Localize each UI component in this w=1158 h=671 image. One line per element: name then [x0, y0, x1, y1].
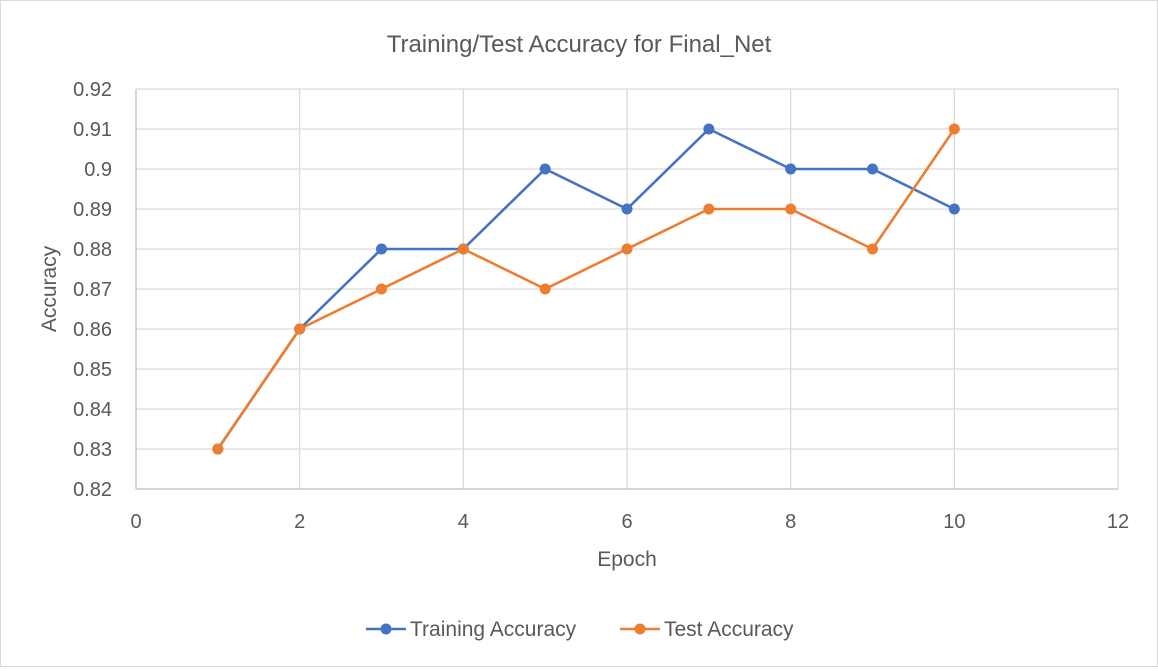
- data-point: [376, 243, 387, 255]
- legend-item: Test Accuracy: [620, 618, 794, 641]
- data-point: [294, 323, 306, 335]
- series-line: [216, 127, 956, 451]
- data-point: [212, 443, 224, 455]
- data-point: [948, 203, 960, 215]
- y-tick-label: 0.9: [84, 159, 112, 181]
- x-tick-label: 6: [621, 511, 632, 533]
- data-point: [539, 163, 551, 175]
- data-point: [376, 283, 387, 295]
- y-tick-label: 0.85: [73, 359, 112, 381]
- gridlines: [136, 88, 1119, 489]
- y-tick-label: 0.92: [73, 79, 112, 101]
- legend-item: Training Accuracy: [366, 618, 577, 641]
- x-tick-label: 8: [785, 511, 796, 533]
- x-tick-label: 0: [130, 511, 141, 533]
- y-tick-label: 0.88: [73, 239, 112, 261]
- x-tick-label: 4: [458, 511, 469, 533]
- y-tick-label: 0.86: [73, 319, 112, 341]
- x-tick-label: 2: [294, 511, 305, 533]
- legend-label: Test Accuracy: [664, 618, 794, 641]
- data-point: [621, 243, 633, 255]
- legend-label: Training Accuracy: [410, 618, 577, 641]
- x-tick-label: 12: [1107, 511, 1129, 533]
- series-1: [212, 123, 960, 455]
- data-point: [457, 243, 469, 255]
- series-line: [216, 127, 956, 451]
- series-lines: [212, 123, 960, 455]
- data-point: [867, 163, 878, 175]
- axes: [135, 89, 1118, 490]
- data-point: [703, 203, 715, 215]
- data-point: [703, 123, 715, 135]
- data-point: [948, 123, 960, 135]
- data-point: [621, 203, 633, 215]
- x-axis-title: Epoch: [597, 548, 657, 571]
- legend-marker: [380, 623, 392, 635]
- y-tick-label: 0.83: [73, 439, 112, 461]
- data-point: [539, 283, 551, 295]
- y-tick-label: 0.91: [73, 119, 112, 141]
- data-point: [785, 163, 797, 175]
- data-point: [867, 243, 878, 255]
- y-axis-title: Accuracy: [38, 245, 61, 332]
- y-tick-label: 0.89: [73, 199, 112, 221]
- y-tick-label: 0.82: [73, 479, 112, 501]
- y-tick-label: 0.84: [73, 399, 112, 421]
- y-tick-label: 0.87: [73, 279, 112, 301]
- x-tick-label: 10: [943, 511, 965, 533]
- chart-title: Training/Test Accuracy for Final_Net: [387, 31, 772, 58]
- tick-labels: 0.82 0.83 0.84 0.85 0.86 0.87 0.88 0.89 0.9 0.91 0…: [73, 79, 1129, 533]
- legend: Training Accuracy Test Accuracy: [366, 618, 794, 641]
- data-point: [785, 203, 797, 215]
- legend-marker: [634, 623, 646, 635]
